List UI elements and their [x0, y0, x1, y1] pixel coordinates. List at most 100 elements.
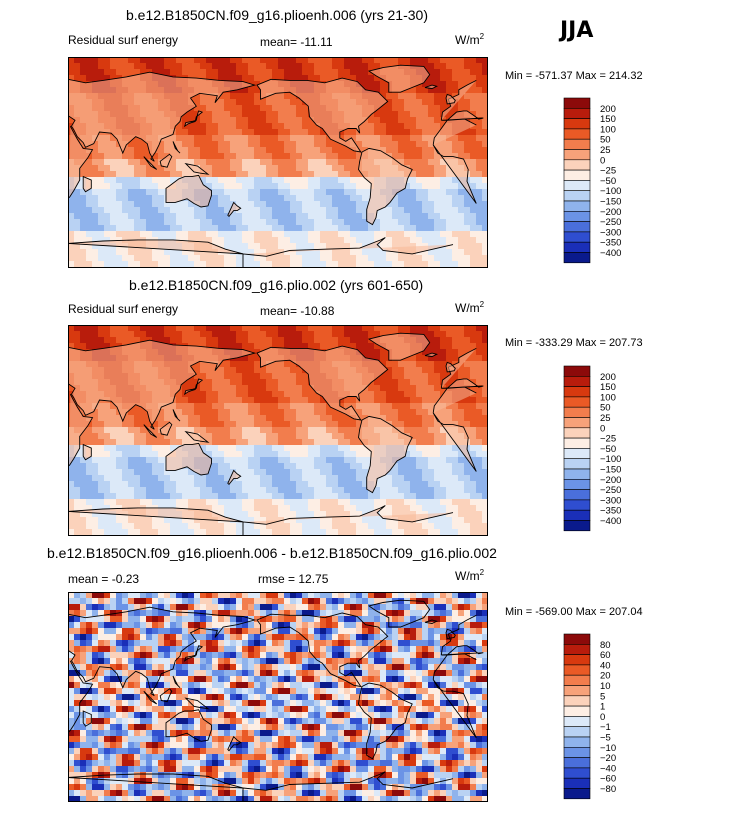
map-1-cell [152, 249, 159, 256]
map-2-cell [170, 469, 177, 476]
map-2-cell [404, 409, 411, 416]
map-1-cell [404, 111, 411, 118]
map-1-cell [80, 261, 87, 268]
map-2-cell [368, 331, 375, 338]
map-1-cell [470, 159, 477, 166]
map-2-cell [296, 415, 303, 422]
map-1-cell [380, 87, 387, 94]
map-1-cell [146, 213, 153, 220]
map-1-cell [218, 147, 225, 154]
map-1-cell [422, 183, 429, 190]
map-2-cell [188, 439, 195, 446]
map-1-cell [290, 105, 297, 112]
map-2-cell [272, 505, 279, 512]
map-2-cell [428, 445, 435, 452]
map-2-cell [344, 475, 351, 482]
map-2-cell [464, 463, 471, 470]
map-1-cell [182, 141, 189, 148]
map-1-cell [446, 135, 453, 142]
map-1-cell [128, 219, 135, 226]
map-1-cell [464, 249, 471, 256]
map-2-cell [458, 343, 465, 350]
map-2-cell [254, 445, 261, 452]
map-1-cell [446, 171, 453, 178]
map-1-cell [314, 75, 321, 82]
map-2-cell [224, 523, 231, 530]
map-1-cell [98, 201, 105, 208]
map-2-cell [422, 493, 429, 500]
map-1-cell [452, 105, 459, 112]
map-2-cell [200, 397, 207, 404]
map-1-cell [242, 183, 249, 190]
map-1-cell [128, 69, 135, 76]
map-1-cell [404, 57, 411, 64]
map-1-cell [152, 231, 159, 238]
map-1-cell [458, 147, 465, 154]
map-1-cell [362, 123, 369, 130]
map-2-cell [470, 481, 477, 488]
map-1-cell [380, 129, 387, 136]
map-1-cell [164, 219, 171, 226]
map-1-cell [254, 225, 261, 232]
map-1-cell [206, 255, 213, 262]
map-2-cell [344, 331, 351, 338]
map-1-cell [188, 249, 195, 256]
map-2-cell [98, 409, 105, 416]
map-1-cell [332, 159, 339, 166]
map-2-cell [338, 493, 345, 500]
map-1-cell [176, 255, 183, 262]
map-2-cell [290, 427, 297, 434]
map-2-cell [332, 421, 339, 428]
map-1-cell [86, 261, 93, 268]
map-1-cell [212, 117, 219, 124]
map-1-cell [476, 165, 483, 172]
map-2-cell [104, 415, 111, 422]
map-1-cell [200, 123, 207, 130]
map-1-cell [482, 219, 488, 226]
map-2-cell [104, 433, 111, 440]
map-2-cell [350, 463, 357, 470]
map-1-cell [398, 195, 405, 202]
map-1-cell [224, 195, 231, 202]
map-1-cell [374, 63, 381, 70]
map-2-cell [482, 499, 488, 506]
map-2-cell [212, 403, 219, 410]
map-1-cell [266, 117, 273, 124]
map-2-cell [362, 517, 369, 524]
map-1-cell [188, 135, 195, 142]
map-1-cell [296, 255, 303, 262]
map-1-cell [80, 255, 87, 262]
map-1-cell [302, 159, 309, 166]
map-2-cell [266, 517, 273, 524]
map-2-cell [338, 433, 345, 440]
map-2-cell [314, 523, 321, 530]
map-1-cell [452, 177, 459, 184]
map-1-cell [284, 219, 291, 226]
map-2-cell [428, 367, 435, 374]
map-2-cell [482, 427, 488, 434]
map-2-cell [218, 505, 225, 512]
map-1-cell [344, 237, 351, 244]
map-1-cell [236, 243, 243, 250]
map-2-cell [110, 403, 117, 410]
map-2-cell [104, 463, 111, 470]
map-2-cell [296, 523, 303, 530]
map-1-cell [266, 141, 273, 148]
map-1-cell [296, 195, 303, 202]
map-1-cell [386, 111, 393, 118]
map-1-cell [314, 153, 321, 160]
map-2-cell [164, 403, 171, 410]
map-2-cell [254, 385, 261, 392]
map-2-cell [452, 349, 459, 356]
map-1-cell [80, 69, 87, 76]
map-1-cell [74, 57, 81, 64]
map-2-cell [224, 457, 231, 464]
map-1-cell [152, 225, 159, 232]
map-2-cell [104, 517, 111, 524]
map-2-cell [404, 373, 411, 380]
map-2-cell [74, 493, 81, 500]
map-1-cell [374, 129, 381, 136]
map-2-cell [284, 481, 291, 488]
map-1-cell [284, 171, 291, 178]
map-2-cell [128, 481, 135, 488]
